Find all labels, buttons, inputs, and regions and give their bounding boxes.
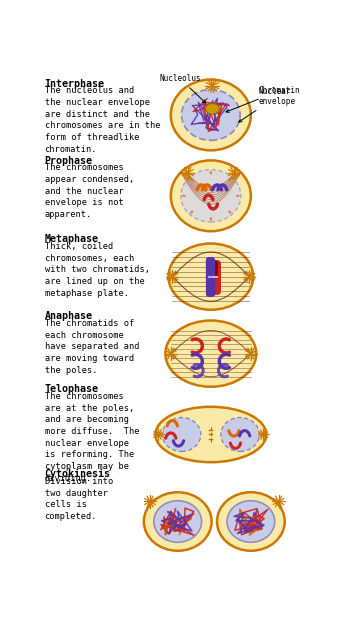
Ellipse shape	[221, 417, 259, 452]
Ellipse shape	[181, 169, 241, 222]
Text: Anaphase: Anaphase	[44, 311, 93, 321]
Ellipse shape	[228, 211, 232, 213]
Ellipse shape	[154, 501, 202, 542]
Text: Division into
two daughter
cells is
completed.: Division into two daughter cells is comp…	[44, 477, 113, 521]
Ellipse shape	[206, 103, 219, 114]
Ellipse shape	[217, 492, 285, 551]
Text: Thick, coiled
chromosomes, each
with two chromatids,
are lined up on the
metapha: Thick, coiled chromosomes, each with two…	[44, 242, 150, 297]
Ellipse shape	[171, 80, 251, 150]
Ellipse shape	[162, 417, 201, 452]
Ellipse shape	[190, 211, 193, 213]
Text: Cytokinesis: Cytokinesis	[44, 469, 111, 479]
Text: Interphase: Interphase	[44, 79, 104, 89]
Ellipse shape	[155, 407, 266, 462]
Text: Chromatin: Chromatin	[226, 87, 300, 112]
Ellipse shape	[171, 161, 251, 231]
Ellipse shape	[165, 320, 256, 387]
Ellipse shape	[210, 171, 212, 175]
Ellipse shape	[190, 178, 193, 181]
Text: The chromosomes
appear condensed,
and the nuclear
envelope is not
apparent.: The chromosomes appear condensed, and th…	[44, 164, 134, 219]
Ellipse shape	[144, 492, 212, 551]
Ellipse shape	[168, 243, 253, 310]
Ellipse shape	[182, 195, 186, 197]
Text: The chromosomes
are at the poles,
and are becoming
more diffuse.  The
nuclear en: The chromosomes are at the poles, and ar…	[44, 392, 139, 483]
Text: The chromatids of
each chromosome
have separated and
are moving toward
the poles: The chromatids of each chromosome have s…	[44, 319, 139, 375]
Ellipse shape	[227, 501, 275, 542]
Text: Prophase: Prophase	[44, 156, 93, 166]
Text: The nucleolus and
the nuclear envelope
are distinct and the
chromosomes are in t: The nucleolus and the nuclear envelope a…	[44, 87, 160, 154]
Text: Nuclear
envelope: Nuclear envelope	[239, 87, 296, 122]
Text: Nucleolus: Nucleolus	[159, 74, 206, 103]
Ellipse shape	[228, 178, 232, 181]
Text: Telophase: Telophase	[44, 385, 98, 394]
Text: Metaphase: Metaphase	[44, 234, 98, 245]
Ellipse shape	[182, 90, 240, 140]
Ellipse shape	[236, 195, 240, 197]
Ellipse shape	[210, 217, 212, 221]
